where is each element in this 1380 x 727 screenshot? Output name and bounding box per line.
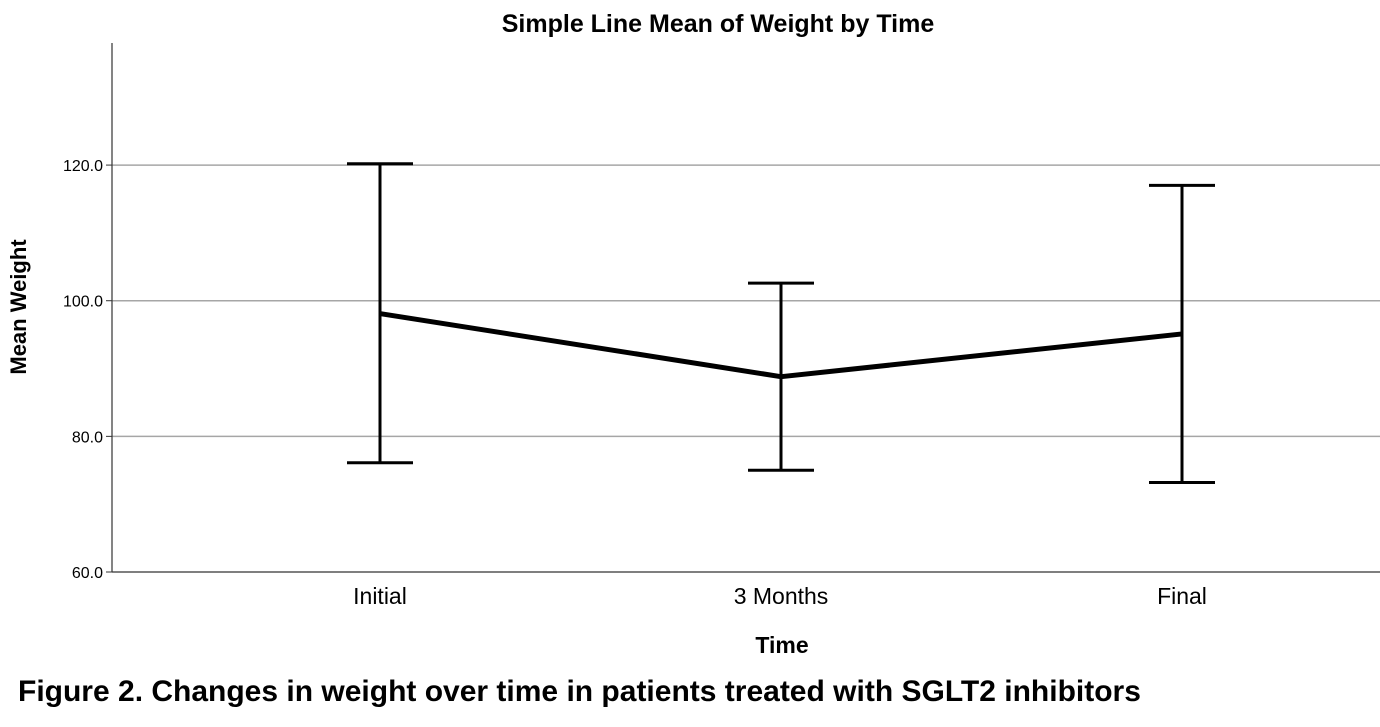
series-lines	[379, 311, 1183, 380]
x-tick-labels: Initial 3 Months Final	[353, 583, 1207, 609]
error-bars	[347, 162, 1215, 484]
y-tick-label: 120.0	[63, 158, 103, 175]
x-axis-label: Time	[755, 632, 808, 658]
x-tick-label: Initial	[353, 583, 407, 609]
figure-caption: Figure 2. Changes in weight over time in…	[18, 675, 1141, 708]
error-bar	[347, 162, 413, 465]
gridlines	[112, 164, 1380, 438]
y-tick-label: 80.0	[72, 429, 103, 446]
axes	[106, 43, 1380, 573]
series-line	[379, 311, 1183, 380]
y-axis-label: Mean Weight	[6, 239, 31, 375]
chart-title: Simple Line Mean of Weight by Time	[502, 10, 935, 38]
x-tick-label: Final	[1157, 583, 1207, 609]
y-tick-label: 60.0	[72, 565, 103, 582]
y-tick-label: 100.0	[63, 294, 103, 311]
x-tick-label: 3 Months	[734, 583, 829, 609]
y-tick-labels: 60.0 80.0 100.0 120.0	[63, 158, 103, 582]
